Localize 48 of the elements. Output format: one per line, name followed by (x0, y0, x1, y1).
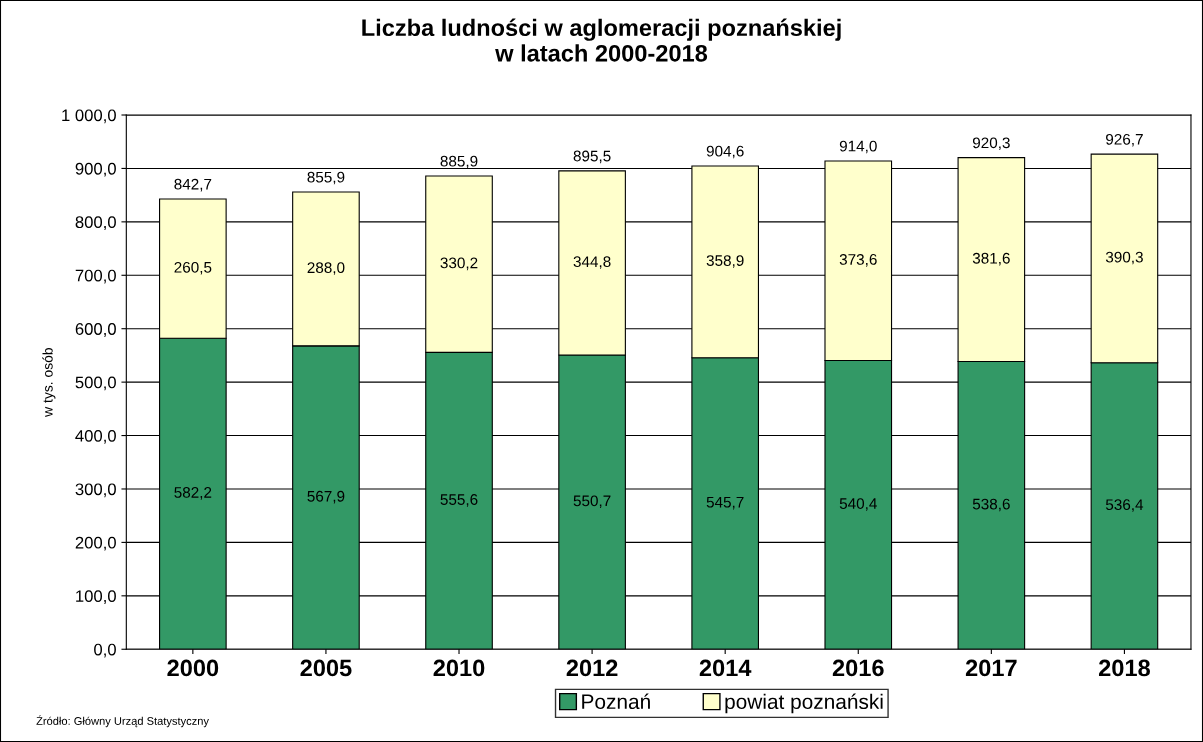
y-tick-label: 800,0 (75, 216, 116, 231)
y-tick-label: 1 000,0 (62, 109, 116, 124)
data-label: 567,9 (307, 490, 345, 504)
data-label: 373,6 (839, 254, 877, 267)
y-tick-label: 100,0 (76, 590, 116, 604)
y-tick-label: 200,0 (75, 536, 116, 551)
x-tick-label: 2017 (965, 659, 1017, 677)
data-label: 555,6 (440, 494, 478, 507)
x-tick-label: 2005 (300, 659, 352, 677)
y-tick-label: 300,0 (75, 483, 116, 498)
y-axis-title: w tys. osób (42, 347, 56, 417)
y-tick-label: 900,0 (75, 162, 116, 177)
x-tick-label: 2018 (1098, 659, 1150, 677)
data-label: 344,8 (573, 256, 611, 269)
x-tick-label: 2012 (566, 659, 618, 677)
data-label: 260,5 (174, 261, 212, 275)
x-tick-label: 2016 (832, 659, 884, 677)
data-label: 545,7 (706, 496, 744, 510)
y-tick-label: 0,0 (94, 643, 116, 658)
x-tick-label: 2000 (167, 659, 219, 677)
data-label: 550,7 (573, 495, 611, 509)
y-tick-label: 700,0 (75, 269, 116, 284)
data-label: 381,6 (972, 252, 1010, 266)
data-label: 540,4 (839, 498, 877, 511)
total-label: 855,9 (307, 171, 345, 185)
total-label: 842,7 (174, 178, 212, 192)
total-label: 914,0 (839, 140, 877, 154)
y-tick-label: 500,0 (75, 376, 116, 391)
total-label: 904,6 (706, 145, 744, 159)
data-label: 358,9 (706, 255, 744, 268)
x-tick-label: 2010 (433, 659, 485, 677)
total-label: 926,7 (1106, 133, 1143, 147)
legend-label: powiat poznański (725, 693, 883, 714)
data-label: 582,2 (174, 487, 212, 500)
data-label: 330,2 (440, 257, 478, 271)
total-label: 885,9 (440, 155, 478, 169)
data-label: 536,4 (1105, 499, 1144, 512)
text: Źródło: Główny Urząd Statystyczny (36, 715, 209, 728)
total-label: 895,5 (573, 150, 611, 164)
y-tick-label: 600,0 (75, 323, 116, 337)
x-tick-label: 2014 (699, 659, 752, 677)
data-label: 288,0 (307, 262, 345, 275)
y-tick-label: 400,0 (75, 429, 116, 444)
total-label: 920,3 (972, 137, 1010, 151)
chart-title: Liczba ludności w aglomeracji poznańskiej w latach 2000-2018 (362, 18, 841, 62)
data-label: 538,6 (972, 498, 1010, 512)
legend-label: Poznań (582, 693, 650, 710)
data-label: 390,3 (1105, 251, 1143, 265)
